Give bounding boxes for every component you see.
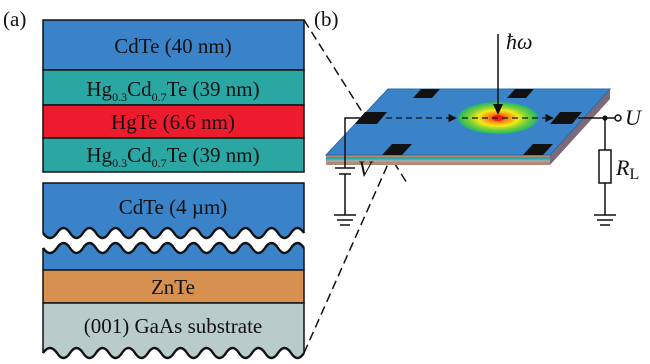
contact-right	[550, 112, 582, 124]
load-resistor-label: RL	[615, 155, 639, 183]
zoom-line-bottom	[303, 154, 393, 354]
contact-back-left	[413, 89, 440, 98]
bias-voltage-label: V	[358, 156, 374, 181]
wavy-break-upper	[42, 226, 306, 240]
label-znte: ZnTe	[151, 275, 195, 299]
bias-wire	[344, 117, 365, 168]
layer-hgcdte-upper	[42, 69, 305, 106]
output-circuit: U RL	[578, 105, 643, 226]
wavy-break-lower	[42, 241, 306, 255]
bias-circuit: V	[334, 117, 374, 226]
label-cdte-buffer: CdTe (4 µm)	[119, 195, 228, 219]
label-cdte-cap: CdTe (40 nm)	[114, 34, 232, 58]
label-hgcdte-upper: Hg0.3Cd0.7Te (39 nm)	[86, 77, 259, 104]
layer-hgcdte-lower	[42, 137, 305, 173]
panel-b-label: (b)	[314, 7, 339, 31]
output-terminal	[614, 114, 622, 122]
photon-beam: ħω	[493, 29, 533, 115]
contact-front-left	[382, 144, 412, 155]
label-hgcdte-lower: Hg0.3Cd0.7Te (39 nm)	[86, 143, 259, 170]
layer-cdte-cap	[42, 19, 305, 71]
buffer-outline	[42, 182, 305, 270]
layer-cdte-buffer-top	[43, 183, 304, 238]
contact-front-right	[523, 144, 553, 155]
label-hgte-well: HgTe (6.6 nm)	[111, 110, 235, 134]
wavy-break-substrate	[42, 346, 306, 360]
lower-stack: CdTe (4 µm) ZnTe (001) GaAs substrate	[42, 182, 306, 360]
substrate-outline	[42, 302, 305, 353]
upper-stack: CdTe (40 nm) Hg0.3Cd0.7Te (39 nm) HgTe (…	[42, 19, 305, 173]
contact-back-right	[507, 89, 534, 98]
output-voltage-label: U	[625, 105, 643, 130]
photon-energy-label: ħω	[506, 29, 533, 54]
sample-device	[324, 88, 612, 165]
contact-left	[355, 112, 387, 124]
panel-a-label: (a)	[3, 7, 26, 31]
label-gaas-substrate: (001) GaAs substrate	[84, 314, 262, 338]
sample-side-right	[550, 89, 610, 165]
photon-arrow-head	[493, 104, 503, 115]
layer-gaas-substrate	[43, 303, 304, 358]
layer-znte	[42, 269, 305, 304]
load-resistor	[598, 149, 612, 184]
